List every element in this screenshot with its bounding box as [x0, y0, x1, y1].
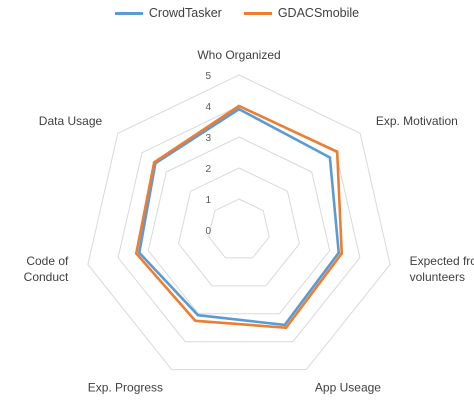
series-gdacsmobile-point — [152, 161, 156, 164]
axis-label: Exp. Motivation — [376, 114, 458, 128]
tick-label: 1 — [205, 195, 211, 206]
axis-label: Data Usage — [39, 114, 103, 128]
legend-item-crowdtasker: CrowdTasker — [114, 6, 222, 20]
tick-label: 4 — [205, 102, 211, 113]
series-gdacsmobile-point — [340, 252, 344, 255]
legend-item-gdacsmobile: GDACSmobile — [243, 6, 360, 20]
legend-swatch-gdacsmobile — [243, 11, 272, 15]
grid-ring-1 — [208, 198, 270, 259]
legend-label-crowdtasker: CrowdTasker — [148, 6, 222, 20]
series-gdacsmobile-point — [237, 104, 241, 108]
legend: CrowdTasker GDACSmobile — [0, 6, 474, 20]
series-crowdtasker-point — [283, 323, 287, 327]
axis-label: Who Organized — [197, 48, 280, 62]
tick-label: 5 — [205, 71, 211, 82]
series-crowdtasker-point — [337, 251, 341, 255]
series-crowdtasker-point — [137, 251, 141, 255]
grid-ring-3 — [147, 136, 331, 315]
tick-label: 3 — [205, 133, 211, 144]
series-crowdtasker-point — [237, 107, 241, 111]
series-crowdtasker-line — [137, 107, 341, 327]
legend-swatch-crowdtasker — [114, 11, 143, 15]
series-crowdtasker-point — [196, 313, 200, 317]
series-gdacsmobile-point — [335, 150, 339, 154]
axis-label: Expected fromvolunteers — [410, 254, 474, 284]
tick-label: 0 — [205, 226, 211, 237]
series-gdacsmobile-point — [193, 319, 197, 323]
series-crowdtasker-point — [328, 156, 332, 159]
series-gdacsmobile-point — [284, 326, 288, 330]
axis-label: Code of Conduct — [24, 254, 69, 284]
grid-ring-4 — [117, 105, 361, 343]
grid-ring-2 — [178, 167, 300, 287]
series-gdacsmobile-line — [134, 104, 344, 330]
axis-label: Exp. Progress — [88, 381, 163, 395]
axis-label: App Useage — [315, 381, 381, 395]
tick-label: 2 — [205, 164, 211, 175]
series-gdacsmobile-point — [134, 252, 138, 255]
grid-ring-5 — [87, 74, 391, 371]
legend-label-gdacsmobile: GDACSmobile — [277, 6, 360, 20]
